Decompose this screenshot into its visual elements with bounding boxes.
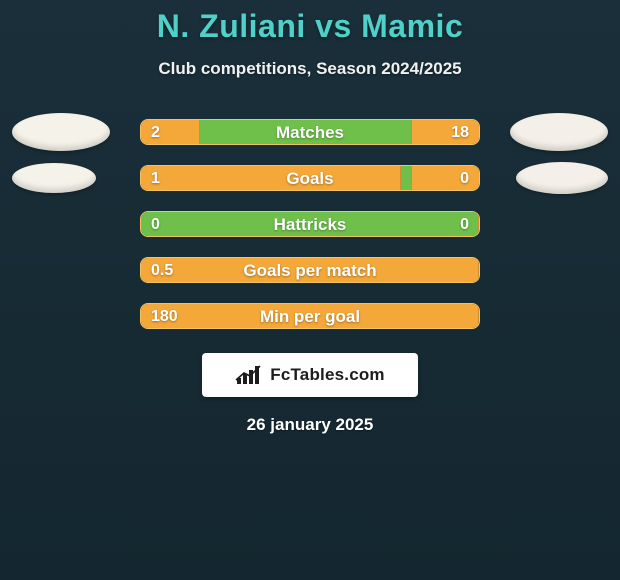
date-label: 26 january 2025	[0, 415, 620, 435]
brand-chart-icon	[235, 364, 263, 386]
stat-label: Goals per match	[141, 258, 479, 283]
stat-bar: 218Matches	[140, 119, 480, 145]
stat-label: Hattricks	[141, 212, 479, 237]
subtitle: Club competitions, Season 2024/2025	[0, 59, 620, 79]
stat-row-hattricks: 00Hattricks	[0, 209, 620, 239]
stat-bar: 10Goals	[140, 165, 480, 191]
brand-text: FcTables.com	[270, 365, 385, 385]
player-right-icon	[510, 113, 608, 151]
brand-badge: FcTables.com	[202, 353, 418, 397]
stat-row-goals-per-match: 0.5Goals per match	[0, 255, 620, 285]
player-left-icon	[12, 163, 96, 193]
stat-label: Min per goal	[141, 304, 479, 329]
stat-row-goals: 10Goals	[0, 163, 620, 193]
stat-label: Matches	[141, 120, 479, 145]
stat-row-matches: 218Matches	[0, 117, 620, 147]
player-right-icon	[516, 162, 608, 194]
stat-bar: 0.5Goals per match	[140, 257, 480, 283]
stat-bar: 180Min per goal	[140, 303, 480, 329]
page-title: N. Zuliani vs Mamic	[0, 8, 620, 45]
stat-bar: 00Hattricks	[140, 211, 480, 237]
stat-label: Goals	[141, 166, 479, 191]
player-left-icon	[12, 113, 110, 151]
stat-row-min-per-goal: 180Min per goal	[0, 301, 620, 331]
